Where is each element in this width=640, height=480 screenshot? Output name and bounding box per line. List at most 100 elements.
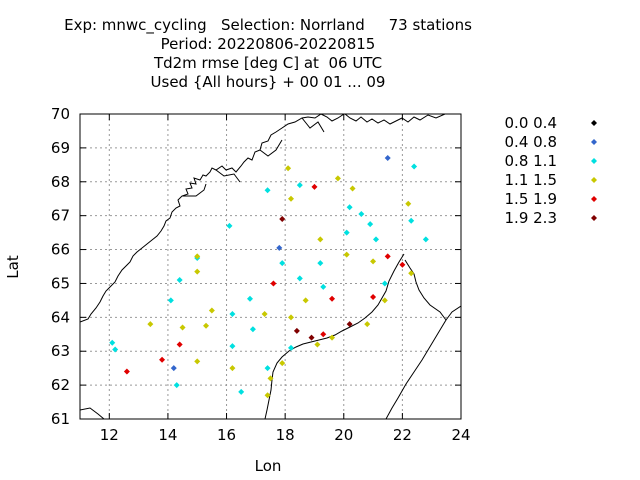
station-point <box>194 358 201 365</box>
station-point <box>381 280 388 287</box>
station-point <box>329 295 336 302</box>
station-point <box>279 216 286 223</box>
x-tick-label: 14 <box>158 426 177 444</box>
fjord-2 <box>215 169 241 183</box>
y-axis: 61 62 63 64 65 66 67 68 69 70 <box>51 105 461 428</box>
station-point <box>159 356 166 363</box>
station-point <box>317 260 324 267</box>
station-point <box>123 368 130 375</box>
chart-title: Exp: mnwc_cycling Selection: Norrland 73… <box>0 16 536 92</box>
y-tick-label: 67 <box>51 207 70 225</box>
station-point <box>288 344 295 351</box>
station-point <box>364 321 371 328</box>
station-point <box>112 346 119 353</box>
station-point <box>261 310 268 317</box>
station-point <box>288 195 295 202</box>
y-tick-label: 65 <box>51 274 70 292</box>
station-point <box>170 365 177 372</box>
y-tick-label: 66 <box>51 241 70 259</box>
station-point <box>405 200 412 207</box>
station-point <box>194 268 201 275</box>
station-point <box>370 258 377 265</box>
legend-label: 0.4 0.8 <box>505 133 557 151</box>
station-point <box>285 165 292 172</box>
station-point <box>384 155 391 162</box>
station-point <box>208 307 215 314</box>
x-tick-label: 12 <box>100 426 119 444</box>
legend-label: 0.0 0.4 <box>505 114 557 132</box>
title-line-3: Td2m rmse [deg C] at 06 UTC <box>153 54 383 72</box>
grid-lines <box>80 114 461 419</box>
x-axis: 12 14 16 18 20 22 24 <box>100 114 471 444</box>
station-point <box>288 314 295 321</box>
legend-marker <box>591 196 597 202</box>
y-tick-label: 69 <box>51 139 70 157</box>
station-point <box>329 334 336 341</box>
station-point <box>346 204 353 211</box>
station-point <box>367 221 374 228</box>
station-point <box>229 343 236 350</box>
station-point <box>179 324 186 331</box>
station-point <box>408 217 415 224</box>
station-point <box>276 244 283 251</box>
station-point <box>346 321 353 328</box>
station-point <box>229 310 236 317</box>
station-point <box>279 360 286 367</box>
station-point <box>173 382 180 389</box>
legend-label: 1.9 2.3 <box>505 209 557 227</box>
x-tick-label: 18 <box>276 426 295 444</box>
x-axis-label: Lon <box>255 457 282 475</box>
legend-marker <box>591 215 597 221</box>
station-markers <box>109 155 429 399</box>
fjord-3 <box>259 139 283 157</box>
station-point <box>296 275 303 282</box>
station-point <box>109 339 116 346</box>
legend-label: 1.5 1.9 <box>505 190 557 208</box>
station-point <box>358 210 365 217</box>
x-tick-label: 20 <box>334 426 353 444</box>
station-point <box>349 185 356 192</box>
title-line-2: Period: 20220806-20220815 <box>160 35 376 53</box>
station-point <box>194 253 201 260</box>
station-point <box>408 270 415 277</box>
y-tick-label: 62 <box>51 376 70 394</box>
station-point <box>308 334 315 341</box>
station-point <box>296 182 303 189</box>
station-point <box>270 280 277 287</box>
station-point <box>167 297 174 304</box>
station-point <box>264 392 271 399</box>
bothnia-coast-finland <box>385 259 447 419</box>
legend-label: 0.8 1.1 <box>505 152 557 170</box>
station-point <box>203 322 210 329</box>
title-line-1: Exp: mnwc_cycling Selection: Norrland 73… <box>64 16 472 34</box>
south-coast <box>80 407 105 419</box>
y-axis-label: Lat <box>4 255 22 279</box>
station-point <box>293 327 300 334</box>
station-point <box>343 251 350 258</box>
legend-marker <box>591 120 597 126</box>
y-tick-label: 70 <box>51 105 70 123</box>
station-point <box>229 365 236 372</box>
station-point <box>373 236 380 243</box>
legend-marker <box>591 158 597 164</box>
norway-coastline <box>80 114 345 323</box>
x-tick-label: 24 <box>451 426 470 444</box>
coastline-map <box>80 114 461 419</box>
fjord-1 <box>182 183 207 197</box>
legend-marker <box>591 139 597 145</box>
station-point <box>334 175 341 182</box>
station-point <box>343 229 350 236</box>
title-line-4: Used {All hours} + 00 01 ... 09 <box>150 73 386 91</box>
station-point <box>411 163 418 170</box>
finland-border <box>445 305 461 321</box>
legend-marker <box>591 177 597 183</box>
station-point <box>302 297 309 304</box>
station-point <box>311 183 318 190</box>
station-point <box>399 261 406 268</box>
station-point <box>264 365 271 372</box>
station-point <box>320 283 327 290</box>
station-point <box>279 260 286 267</box>
norway-coastline-north <box>344 114 446 125</box>
station-point <box>238 388 245 395</box>
